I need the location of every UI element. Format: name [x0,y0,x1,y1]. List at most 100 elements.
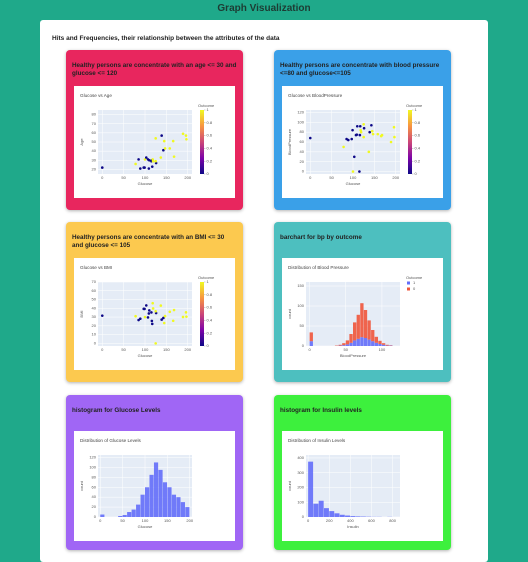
colorbar-tick-label: 1 [207,279,210,284]
scatter-point [389,140,393,144]
scatter-point [151,159,155,163]
x-tick-label: 200 [186,518,193,523]
chart-title: Glucose vs BMI [80,265,112,270]
colorbar-tick-label: 0.6 [207,133,213,138]
scatter-point [139,167,142,170]
x-tick-label: 0 [309,175,312,180]
colorbar-tick-label: 0.2 [207,158,213,163]
y-tick-label: 120 [89,455,96,460]
scatter-point [368,130,371,134]
histogram-bar [158,469,163,517]
histogram-bar [323,508,329,517]
x-tick-label: 0 [307,518,310,523]
colorbar-tick-label: 0.8 [207,292,213,297]
scatter-point [147,167,151,170]
scatter-point [171,139,175,143]
scatter-point [184,134,188,137]
histogram-bar [334,513,340,517]
x-tick-label: 50 [344,347,349,352]
chart-box: Distribution of Glucose Levels 0 20 40 60 80 1… [74,431,235,541]
scatter-point [367,150,371,154]
y-axis-label: count [79,480,84,491]
scatter-point [308,136,312,140]
chart-title: Glucose vs Age [80,93,112,98]
x-tick-label: 0 [308,347,311,352]
y-tick-label: 40 [300,149,305,154]
y-axis-label: count [287,308,292,319]
y-axis-label: BloodPressure [287,128,292,155]
x-axis-label: BloodPressure [340,353,367,358]
scatter-point [347,138,350,142]
scatter-point [154,342,157,345]
y-tick-label: 40 [92,305,97,310]
scatter-point [352,155,356,159]
colorbar-tick-label: 0.4 [415,145,421,150]
x-tick-label: 150 [371,175,378,180]
histogram-bar [318,500,324,517]
y-tick-label: 100 [297,499,304,504]
scatter-point [181,132,185,136]
y-tick-label: 0 [94,514,97,519]
scatter-point [370,129,374,133]
scatter-point [184,311,188,314]
scatter-point [150,322,154,326]
y-tick-label: 30 [92,314,97,319]
x-tick-label: 100 [142,347,149,352]
histogram-bar [349,342,353,346]
y-tick-label: 200 [297,485,304,490]
card-title: histogram for Insulin levels [280,407,362,414]
chart: Distribution of Glucose Levels 0 20 40 60 80 1… [79,438,194,529]
histogram-bar [162,482,168,517]
scatter-point [359,128,362,132]
scatter-point [150,311,153,314]
scatter-point [144,304,148,307]
x-tick-label: 50 [121,175,126,180]
colorbar-title: Outcome [198,103,215,108]
scatter-point [359,130,363,134]
scatter-point [370,123,373,127]
colorbar [408,110,412,174]
scatter-point [362,135,365,139]
chart-box: Distribution of Blood Pressure 0 50 100 150 0… [282,258,443,370]
chart-box: Distribution of Insulin Levels 0 100 200 300… [282,431,443,541]
histogram-bar [180,502,185,517]
scatter-point [162,316,165,320]
card-title: histogram for Glucose Levels [72,407,161,414]
histogram-bar [353,322,357,341]
histogram-bar [145,487,150,517]
scatter-point [163,147,167,150]
scatter-point [154,309,157,313]
histogram-bar [374,342,379,346]
y-tick-label: 120 [297,110,304,115]
card: Healthy persons are concentrate with an … [66,50,243,210]
histogram-bar [381,343,386,345]
x-tick-label: 0 [101,347,104,352]
x-tick-label: 100 [142,518,149,523]
scatter-point [154,159,157,163]
scatter-point [143,158,147,161]
histogram-bar [374,336,379,343]
scatter-point [139,317,142,321]
y-axis-label: count [287,480,292,491]
scatter-point [171,319,175,323]
histogram-bar [309,332,313,342]
histogram-bar [349,334,353,343]
scatter-point [134,162,137,166]
histogram-bar [345,344,350,346]
y-tick-label: 0 [94,340,97,345]
scatter-point [100,314,104,317]
chart-title: Glucose vs BloodPressure [288,93,343,98]
colorbar-tick-label: 0.2 [415,158,421,163]
scatter-point [100,166,104,169]
scatter-point [168,147,172,150]
x-axis-label: Insulin [347,524,359,529]
histogram-bar [355,516,361,517]
x-axis-label: Glucose [138,353,153,358]
y-tick-label: 20 [92,166,97,171]
y-tick-label: 60 [300,139,305,144]
histogram-bar [360,303,364,338]
chart-title: Distribution of Blood Pressure [288,265,349,270]
histogram-bar [356,314,360,339]
colorbar-tick-label: 0.6 [207,305,213,310]
histogram-bar [140,494,145,517]
